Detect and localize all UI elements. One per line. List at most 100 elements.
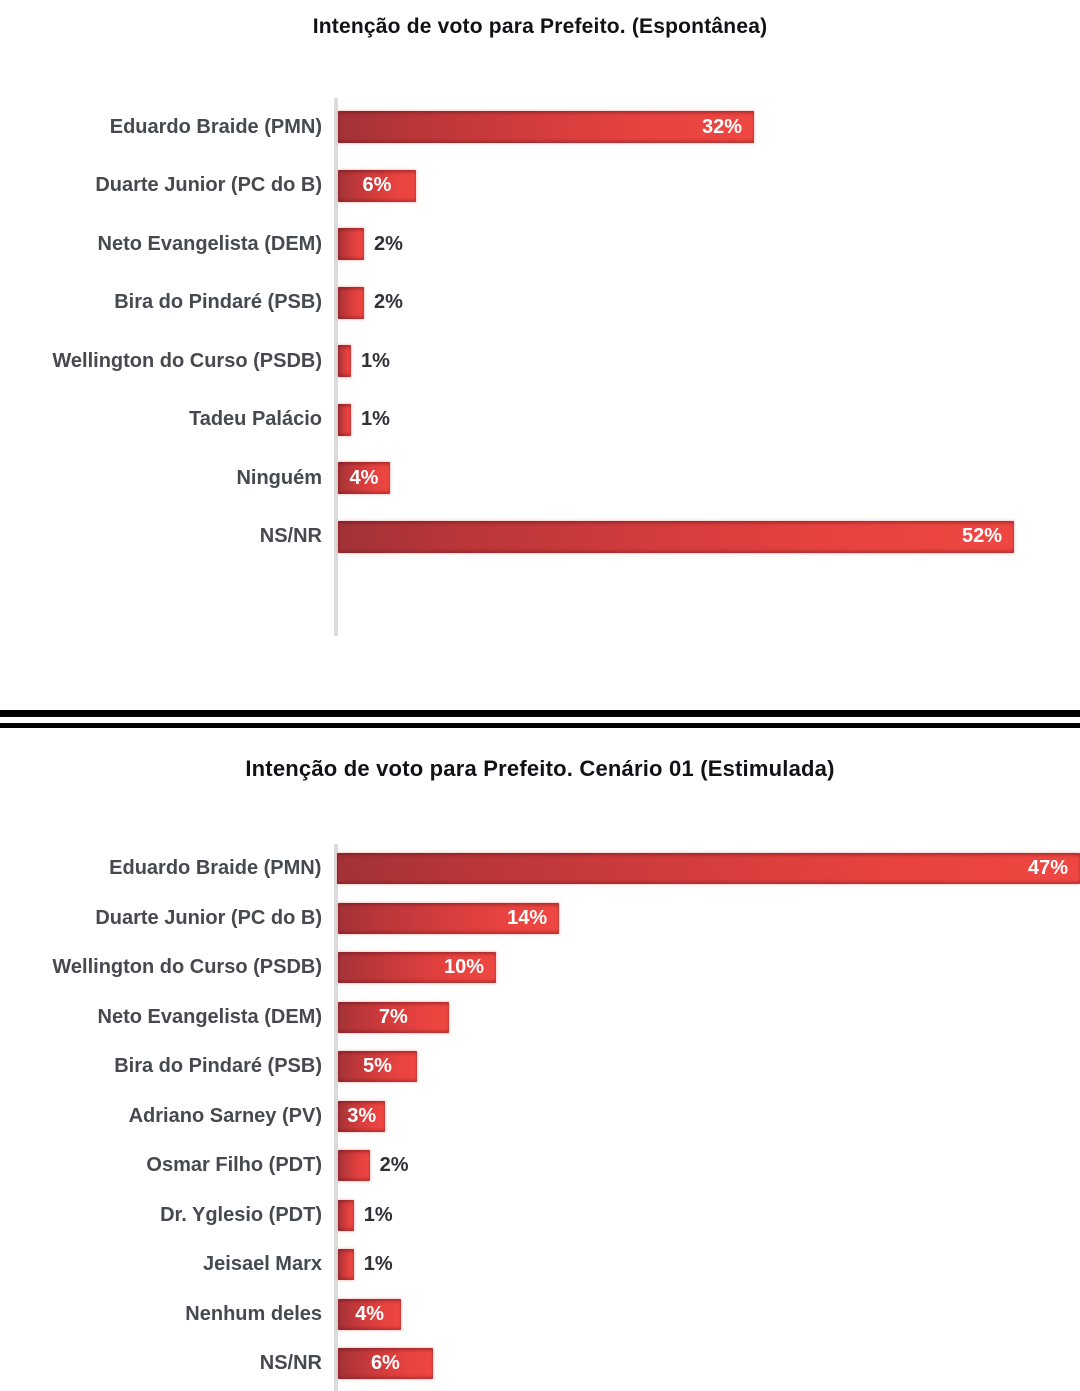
bar: 7% (338, 1001, 449, 1033)
bar-value-label: 2% (374, 232, 403, 255)
bar-track: 6% (334, 1348, 1080, 1380)
bar-value-label: 2% (379, 1154, 409, 1177)
bar-track: 6% (334, 169, 1080, 202)
category-label: Jeisael Marx (203, 1253, 322, 1276)
bar-value-label: 7% (378, 1005, 408, 1028)
bar: 6% (338, 1348, 433, 1380)
bar-row: Adriano Sarney (PV) 3% (0, 1092, 1080, 1142)
bar-value-label: 4% (349, 466, 379, 489)
section-divider (0, 710, 1080, 728)
bar-value-label: 6% (362, 174, 392, 197)
chart-title: Intenção de voto para Prefeito. Cenário … (245, 756, 835, 781)
bar-value-label: 14% (507, 906, 548, 929)
bar: 52% (338, 520, 1014, 553)
bar-row: Eduardo Braide (PMN) 32% (0, 98, 1080, 157)
bar-row: Dr. Yglesio (PDT) 1% (0, 1191, 1080, 1241)
bar-track: 10% (334, 952, 1080, 984)
bar-track: 7% (334, 1001, 1080, 1033)
bar (338, 1249, 354, 1281)
bar-track: 1% (334, 403, 1080, 436)
category-label: Nenhum deles (185, 1302, 322, 1325)
bar-track: 5% (334, 1051, 1080, 1083)
chart-title: Intenção de voto para Prefeito. (Espontâ… (312, 15, 768, 38)
bar-row: Ninguém 4% (0, 449, 1080, 508)
bar-track: 3% (334, 1100, 1080, 1132)
bar-track: 1% (334, 1199, 1080, 1231)
bar-row: NS/NR 6% (0, 1339, 1080, 1389)
bar-value-label: 52% (961, 525, 1002, 548)
bar-track: 2% (334, 286, 1080, 319)
category-label: Wellington do Curso (PSDB) (52, 349, 322, 372)
bar-value-label: 32% (701, 115, 742, 138)
bar-value-label: 1% (361, 349, 390, 372)
bar-track: 32% (334, 111, 1080, 144)
bar: 32% (338, 111, 754, 144)
bar-value-label: 10% (443, 956, 484, 979)
category-label: Eduardo Braide (PMN) (109, 857, 322, 880)
category-label: Dr. Yglesio (PDT) (160, 1203, 322, 1226)
bar (338, 1199, 354, 1231)
bar-plot: Eduardo Braide (PMN) 47% Duarte Junior (PC… (0, 844, 1080, 1391)
category-label: Bira do Pindaré (PSB) (114, 1055, 322, 1078)
bar-value-label: 47% (1027, 857, 1068, 880)
category-label: NS/NR (259, 525, 322, 548)
bar: 10% (338, 952, 496, 984)
bar: 5% (338, 1051, 417, 1083)
category-label: Eduardo Braide (PMN) (109, 115, 322, 138)
bar-track: 14% (334, 902, 1080, 934)
category-label: Duarte Junior (PC do B) (95, 906, 322, 929)
bar-row: NS/NR 52% (0, 508, 1080, 567)
bar-row: Bira do Pindaré (PSB) 5% (0, 1042, 1080, 1092)
bar-row: Duarte Junior (PC do B) 6% (0, 157, 1080, 216)
bar (338, 1150, 370, 1182)
bar-row: Wellington do Curso (PSDB) 10% (0, 943, 1080, 993)
bar: 3% (338, 1100, 386, 1132)
bar-row: Bira do Pindaré (PSB) 2% (0, 274, 1080, 333)
bar-row: Neto Evangelista (DEM) 2% (0, 215, 1080, 274)
bar (338, 286, 364, 319)
bar-value-label: 6% (370, 1352, 400, 1375)
bar-plot: Eduardo Braide (PMN) 32% Duarte Junior (PC… (0, 98, 1080, 636)
bar (338, 345, 351, 378)
bar-row: Osmar Filho (PDT) 2% (0, 1141, 1080, 1191)
bar-track: 52% (334, 520, 1080, 553)
bar-value-label: 1% (361, 408, 390, 431)
bar-row: Duarte Junior (PC do B) 14% (0, 894, 1080, 944)
chart-estimulada-cenario-01: Intenção de voto para Prefeito. Cenário … (0, 754, 1080, 1391)
bar (338, 403, 351, 436)
bar (338, 228, 364, 261)
category-label: Bira do Pindaré (PSB) (114, 291, 322, 314)
bar-value-label: 4% (355, 1302, 385, 1325)
bar-track: 1% (334, 345, 1080, 378)
bar-value-label: 1% (363, 1203, 393, 1226)
category-label: Duarte Junior (PC do B) (95, 174, 322, 197)
category-label: Adriano Sarney (PV) (128, 1104, 322, 1127)
bar: 14% (338, 902, 560, 934)
chart-espontanea: Intenção de voto para Prefeito. (Espontâ… (0, 0, 1080, 636)
bar-row: Nenhum deles 4% (0, 1290, 1080, 1340)
bar-row: Eduardo Braide (PMN) 47% (0, 844, 1080, 894)
bar-track: 47% (333, 853, 1080, 885)
bar-value-label: 2% (374, 291, 403, 314)
bar-value-label: 3% (347, 1104, 377, 1127)
bar-track: 2% (334, 228, 1080, 261)
bar-value-label: 5% (363, 1055, 392, 1078)
bar: 6% (338, 169, 416, 202)
bar-value-label: 1% (363, 1253, 393, 1276)
bar-row: Neto Evangelista (DEM) 7% (0, 993, 1080, 1043)
bar-track: 4% (334, 1298, 1080, 1330)
category-label: Osmar Filho (PDT) (146, 1154, 322, 1177)
category-label: Neto Evangelista (DEM) (97, 232, 322, 255)
bar-track: 1% (334, 1249, 1080, 1281)
bar-track: 2% (334, 1150, 1080, 1182)
bar: 47% (337, 853, 1080, 885)
bar-row: Jeisael Marx 1% (0, 1240, 1080, 1290)
bar-row: Wellington do Curso (PSDB) 1% (0, 332, 1080, 391)
bar: 4% (338, 1298, 402, 1330)
category-label: Wellington do Curso (PSDB) (52, 956, 322, 979)
bar-row: Tadeu Palácio 1% (0, 391, 1080, 450)
bar-track: 4% (334, 462, 1080, 495)
category-label: Tadeu Palácio (188, 408, 322, 431)
category-label: Ninguém (236, 466, 322, 489)
